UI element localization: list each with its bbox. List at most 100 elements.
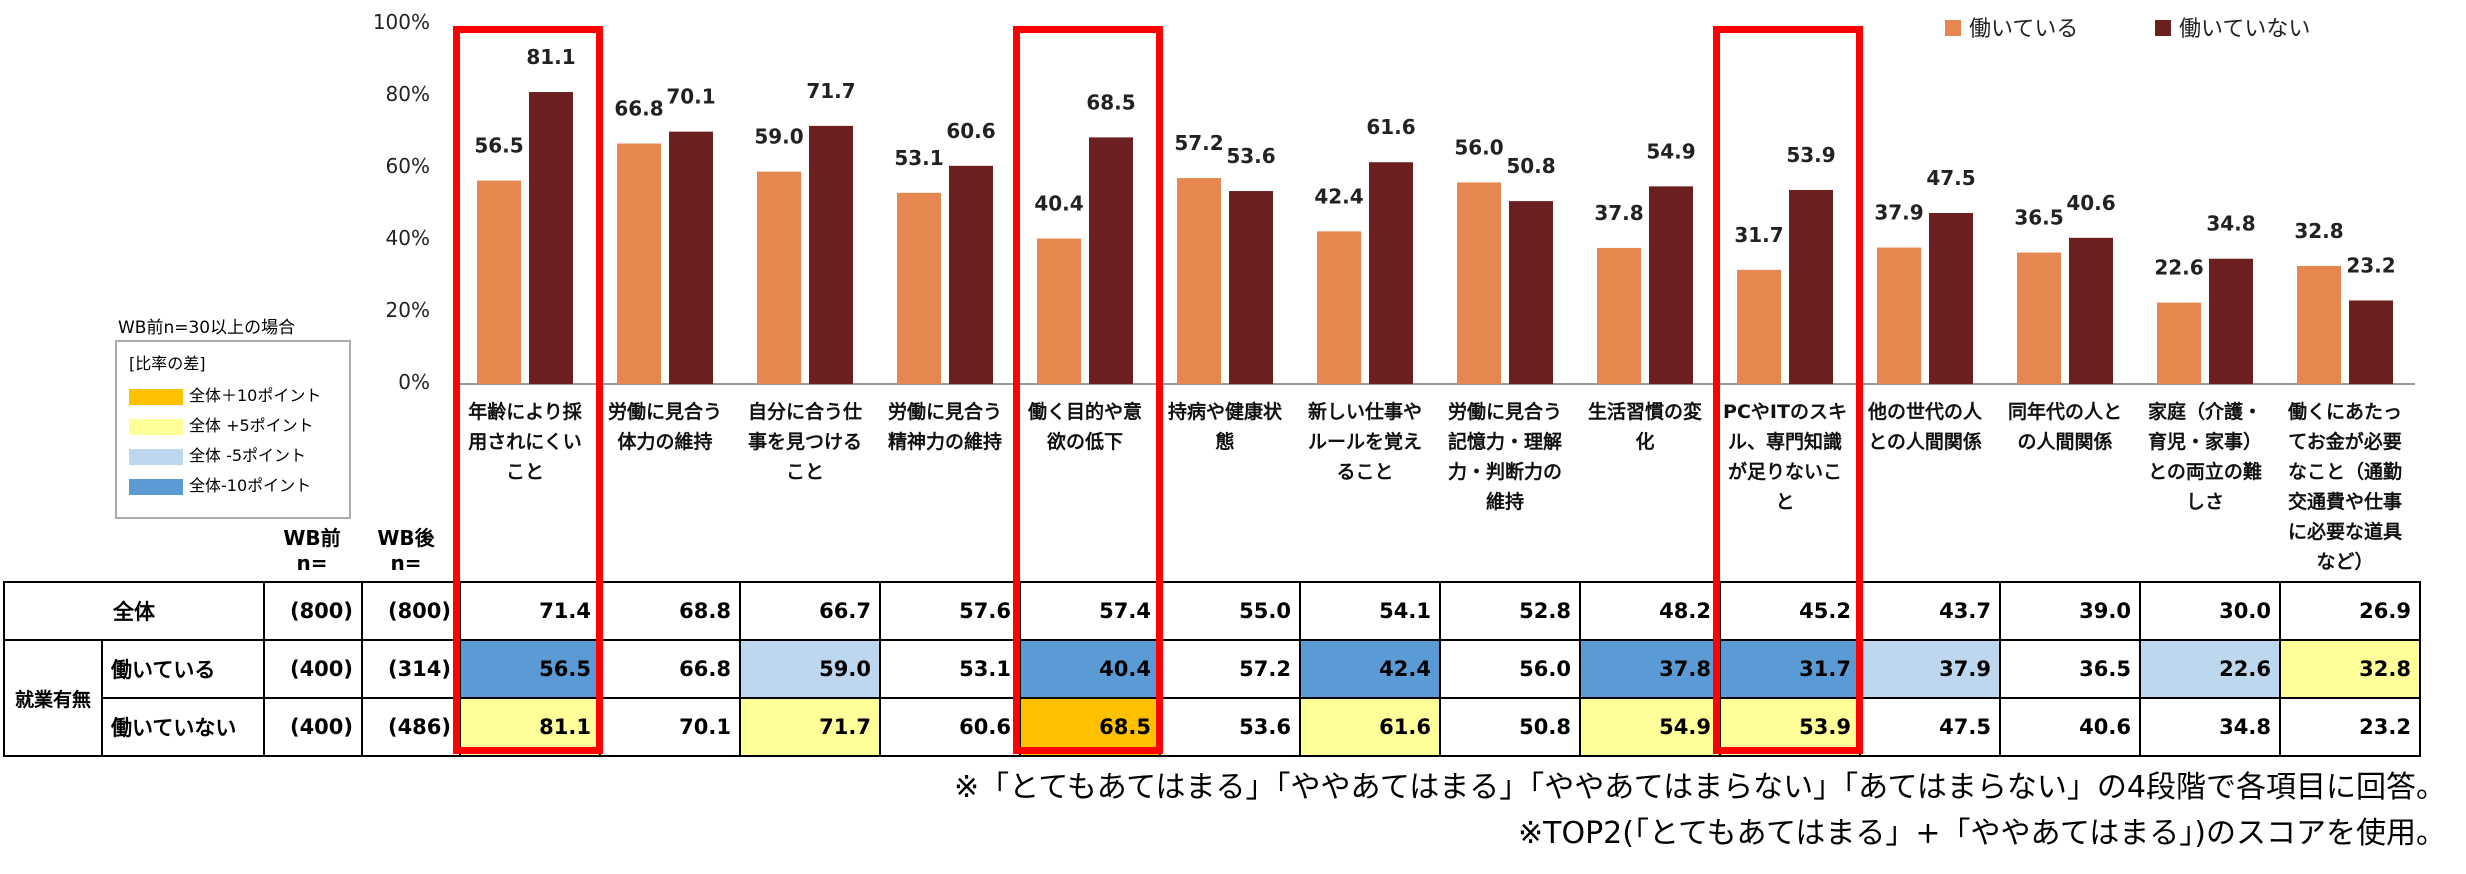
data-label: 34.8 <box>2206 212 2255 236</box>
n-before: (800) <box>263 581 363 641</box>
table-cell: 48.2 <box>1579 581 1721 641</box>
table-cell: 60.6 <box>879 697 1021 757</box>
table-cell: 42.4 <box>1299 639 1441 699</box>
data-label: 53.9 <box>1786 143 1835 167</box>
score-table: 全体 (800) (800) 71.4 68.8 66.7 57.6 57.4 55.0 54.1… <box>3 581 2421 757</box>
y-tick-label: 60% <box>385 154 430 178</box>
data-label: 23.2 <box>2346 253 2395 277</box>
table-row: 働いていない (400) (486) 81.1 70.1 71.7 60.6 68.5 53.6… <box>4 697 2421 757</box>
highlight-box <box>1713 26 1863 754</box>
bar-not-working <box>1929 213 1973 384</box>
table-cell: 34.8 <box>2139 697 2281 757</box>
footnote-1: ※「とてもあてはまる」「ややあてはまる」「ややあてはまらない」「あてはまらない」… <box>953 770 2446 805</box>
legend-swatch <box>1945 20 1961 36</box>
table-cell: 70.1 <box>599 697 741 757</box>
bar-not-working <box>2209 258 2253 384</box>
table-row: 就業有無 働いている (400) (314) 56.5 66.8 59.0 53.1 40.4 5… <box>3 639 2421 757</box>
legend-label: 働いている <box>1969 17 2078 42</box>
bar-chart: 56.5 81.1 66.8 70.1 59.071.7 53.160.6 40.4 68.5… <box>455 17 2415 385</box>
data-label: 37.9 <box>1874 201 1923 225</box>
category-label: 持病や健康状態 <box>1167 401 1282 453</box>
category-label: 年齢により採用されにくいこと <box>468 401 582 483</box>
swatch-minus10 <box>129 478 183 495</box>
highlight-box <box>453 26 603 754</box>
data-label: 40.4 <box>1034 192 1083 216</box>
swatch-plus10 <box>129 388 183 405</box>
bar-not-working <box>809 125 853 384</box>
table-cell: 50.8 <box>1439 697 1581 757</box>
bar-working <box>617 143 661 384</box>
table-cell: 22.6 <box>2139 639 2281 699</box>
table-cell: 68.5 <box>1019 697 1161 757</box>
table-cell: 30.0 <box>2139 581 2281 641</box>
table-cell: 56.0 <box>1439 639 1581 699</box>
data-label: 66.8 <box>614 97 663 121</box>
n-after: (800) <box>361 581 461 641</box>
table-row: 全体 (800) (800) 71.4 68.8 66.7 57.6 57.4 55.0 54.1… <box>3 581 2421 641</box>
table-cell: 37.8 <box>1579 639 1721 699</box>
bar-not-working <box>2069 237 2113 384</box>
bar-working <box>757 171 801 384</box>
bar-not-working <box>1509 201 1553 384</box>
category-label: PCやITのスキル、専門知識が足りないこと <box>1723 401 1847 513</box>
bar-working <box>477 180 521 384</box>
bar-working <box>1737 269 1781 384</box>
data-label: 22.6 <box>2154 256 2203 280</box>
table-cell: 66.8 <box>599 639 741 699</box>
table-cell: 40.4 <box>1019 639 1161 699</box>
data-label: 59.0 <box>754 125 803 149</box>
bar-not-working <box>1229 191 1273 384</box>
row-label: 働いている <box>101 639 265 699</box>
bar-not-working <box>1649 186 1693 384</box>
table-cell: 66.7 <box>739 581 881 641</box>
table-cell: 57.2 <box>1159 639 1301 699</box>
category-label: 労働に見合う記憶力・理解力・判断力の維持 <box>1447 401 1562 513</box>
data-label: 54.9 <box>1646 139 1695 163</box>
n-before: (400) <box>263 697 363 757</box>
table-cell: 61.6 <box>1299 697 1441 757</box>
diff-legend: [比率の差] 全体＋10ポイント 全体 +5ポイント 全体 -5ポイント 全体-… <box>115 340 351 519</box>
wb-after-header: WB後 n= <box>377 526 435 575</box>
category-label: 働く目的や意欲の低下 <box>1027 401 1142 453</box>
bar-working <box>2017 252 2061 384</box>
y-tick-label: 0% <box>398 370 430 394</box>
table-cell: 47.5 <box>1859 697 2001 757</box>
legend-swatch <box>2155 20 2171 36</box>
data-label: 47.5 <box>1926 166 1975 190</box>
bar-working <box>1877 247 1921 384</box>
category-label: 新しい仕事やルールを覚えること <box>1307 401 1422 483</box>
n-after: (486) <box>361 697 461 757</box>
wb-before-header: WB前 n= <box>283 526 341 575</box>
bar-working <box>1597 247 1641 384</box>
bar-not-working <box>669 131 713 384</box>
bar-not-working <box>2349 300 2393 384</box>
table-cell: 52.8 <box>1439 581 1581 641</box>
table-cell: 53.1 <box>879 639 1021 699</box>
bar-not-working <box>1369 162 1413 384</box>
diff-legend-item: 全体＋10ポイント <box>129 382 321 406</box>
bar-not-working <box>1089 137 1133 384</box>
n-after: (314) <box>361 639 461 699</box>
table-cell: 54.9 <box>1579 697 1721 757</box>
table-cell: 54.1 <box>1299 581 1441 641</box>
table-cell: 56.5 <box>459 639 601 699</box>
diff-legend-item: 全体 +5ポイント <box>129 412 314 436</box>
bar-working <box>1177 178 1221 384</box>
data-label: 81.1 <box>526 45 575 69</box>
category-label: 家庭（介護・育児・家事）との両立の難しさ <box>2147 401 2262 513</box>
table-cell: 59.0 <box>739 639 881 699</box>
data-label: 40.6 <box>2066 191 2115 215</box>
swatch-plus5 <box>129 418 183 435</box>
table-cell: 71.4 <box>459 581 601 641</box>
bar-not-working <box>949 165 993 384</box>
category-label: 同年代の人との人間関係 <box>2007 401 2122 453</box>
bar-working <box>1317 231 1361 384</box>
table-cell: 37.9 <box>1859 639 2001 699</box>
diff-legend-title: [比率の差] <box>129 354 206 373</box>
bar-working <box>2157 302 2201 384</box>
table-cell: 71.7 <box>739 697 881 757</box>
data-label: 61.6 <box>1366 115 1415 139</box>
category-label: 労働に見合う体力の維持 <box>607 401 722 453</box>
y-tick-label: 20% <box>385 298 430 322</box>
diff-legend-item: 全体-10ポイント <box>129 472 311 496</box>
